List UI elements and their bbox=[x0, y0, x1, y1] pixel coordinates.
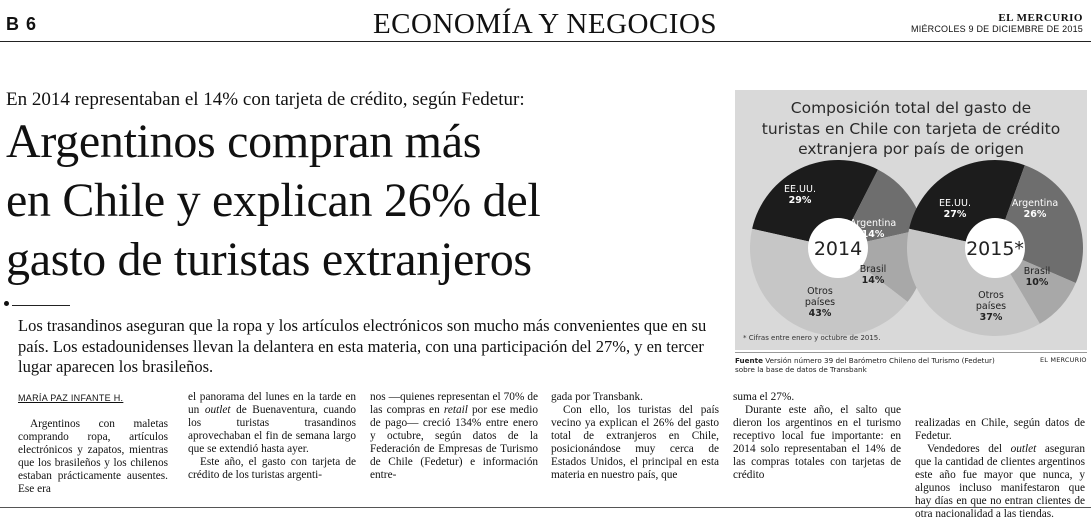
article-column-5: suma el 27%. Durante este año, el salto … bbox=[733, 391, 901, 482]
header-divider bbox=[0, 41, 1091, 42]
short-divider bbox=[12, 305, 70, 306]
pie-slice-label: EE.UU. 29% bbox=[784, 184, 816, 206]
pie-slice-label: Otros países 43% bbox=[805, 286, 835, 319]
article-column-1: Argentinos con maletas comprando ropa, a… bbox=[18, 418, 168, 496]
footer-divider bbox=[0, 507, 1091, 508]
pie-center bbox=[965, 218, 1025, 278]
paragraph: gada por Transbank. bbox=[551, 391, 643, 403]
kicker: En 2014 representaban el 14% con tarjeta… bbox=[6, 89, 525, 110]
source-label: Fuente bbox=[735, 356, 763, 365]
page-number: B 6 bbox=[6, 14, 38, 34]
article-column-3: nos —quienes representan el 70% de las c… bbox=[370, 391, 538, 482]
chart-title: Composición total del gasto de turistas … bbox=[735, 98, 1087, 160]
pie-center bbox=[808, 218, 868, 278]
graphic-divider bbox=[735, 352, 1087, 353]
pie-slice bbox=[750, 228, 908, 337]
paragraph: suma el 27%. bbox=[733, 391, 795, 403]
section-title: ECONOMÍA Y NEGOCIOS bbox=[372, 8, 718, 40]
pie-slice-label: Brasil 10% bbox=[1024, 266, 1050, 288]
headline-line: en Chile y explican 26% del bbox=[6, 174, 541, 227]
summary: Los trasandinos aseguran que la ropa y l… bbox=[18, 316, 707, 376]
chart-footnote: * Cifras entre enero y octubre de 2015. bbox=[743, 334, 881, 342]
pie-slice-label: Argentina 26% bbox=[1012, 198, 1058, 220]
headline-line: gasto de turistas extranjeros bbox=[6, 233, 532, 286]
graphic-credit: EL MERCURIO bbox=[1040, 356, 1087, 364]
pie-slice-label: EE.UU. 27% bbox=[939, 198, 971, 220]
paragraph: realizadas en Chile, según datos de Fede… bbox=[915, 417, 1085, 442]
paragraph: el panorama del lunes en la tarde en un … bbox=[188, 391, 356, 455]
chart-title-line: Composición total del gasto de bbox=[790, 99, 1032, 117]
paragraph: nos —quienes representan el 70% de las c… bbox=[370, 391, 538, 481]
paragraph: Vendedores del outlet aseguran que la ca… bbox=[915, 443, 1085, 520]
pie-slice-label: Brasil 14% bbox=[860, 264, 886, 286]
paragraph: Con ello, los turistas del país vecino y… bbox=[551, 404, 719, 481]
headline-line: Argentinos compran más bbox=[6, 115, 482, 168]
pie-slice-label: Otros países 37% bbox=[976, 290, 1006, 323]
article-column-2: el panorama del lunes en la tarde en un … bbox=[188, 391, 356, 482]
pie-year-label: 2015* bbox=[966, 238, 1024, 260]
paragraph: Argentinos con maletas comprando ropa, a… bbox=[18, 418, 168, 495]
article-column-6: realizadas en Chile, según datos de Fede… bbox=[915, 417, 1085, 521]
infographic: 2014 EE.UU. 29% Argentina 14% Brasil 14% Otros p… bbox=[735, 90, 1087, 350]
masthead: EL MERCURIO MIÉRCOLES 9 DE DICIEMBRE DE … bbox=[911, 12, 1083, 34]
article-column-4: gada por Transbank. Con ello, los turist… bbox=[551, 391, 719, 482]
byline: MARÍA PAZ INFANTE H. bbox=[18, 393, 124, 403]
source-text: Versión número 39 del Barómetro Chileno … bbox=[735, 356, 995, 374]
pie-slice-label: Argentina 14% bbox=[850, 218, 896, 240]
paragraph: Durante este año, el salto que dieron lo… bbox=[733, 404, 901, 481]
chart-title-line: extranjera por país de origen bbox=[798, 140, 1024, 158]
source-note: Fuente Versión número 39 del Barómetro C… bbox=[735, 356, 995, 374]
pie-year-label: 2014 bbox=[814, 238, 862, 260]
pie-charts: 2014 EE.UU. 29% Argentina 14% Brasil 14% Otros p… bbox=[750, 160, 1083, 337]
chart-title-line: turistas en Chile con tarjeta de crédito bbox=[761, 119, 1061, 138]
newspaper-name: EL MERCURIO bbox=[998, 12, 1083, 24]
bullet-dot bbox=[4, 301, 9, 306]
pie-slice bbox=[907, 228, 1040, 336]
paragraph: Este año, el gasto con tarjeta de crédit… bbox=[188, 456, 356, 481]
headline: Argentinos compran más en Chile y explic… bbox=[6, 112, 726, 289]
publication-date: MIÉRCOLES 9 DE DICIEMBRE DE 2015 bbox=[911, 24, 1083, 34]
